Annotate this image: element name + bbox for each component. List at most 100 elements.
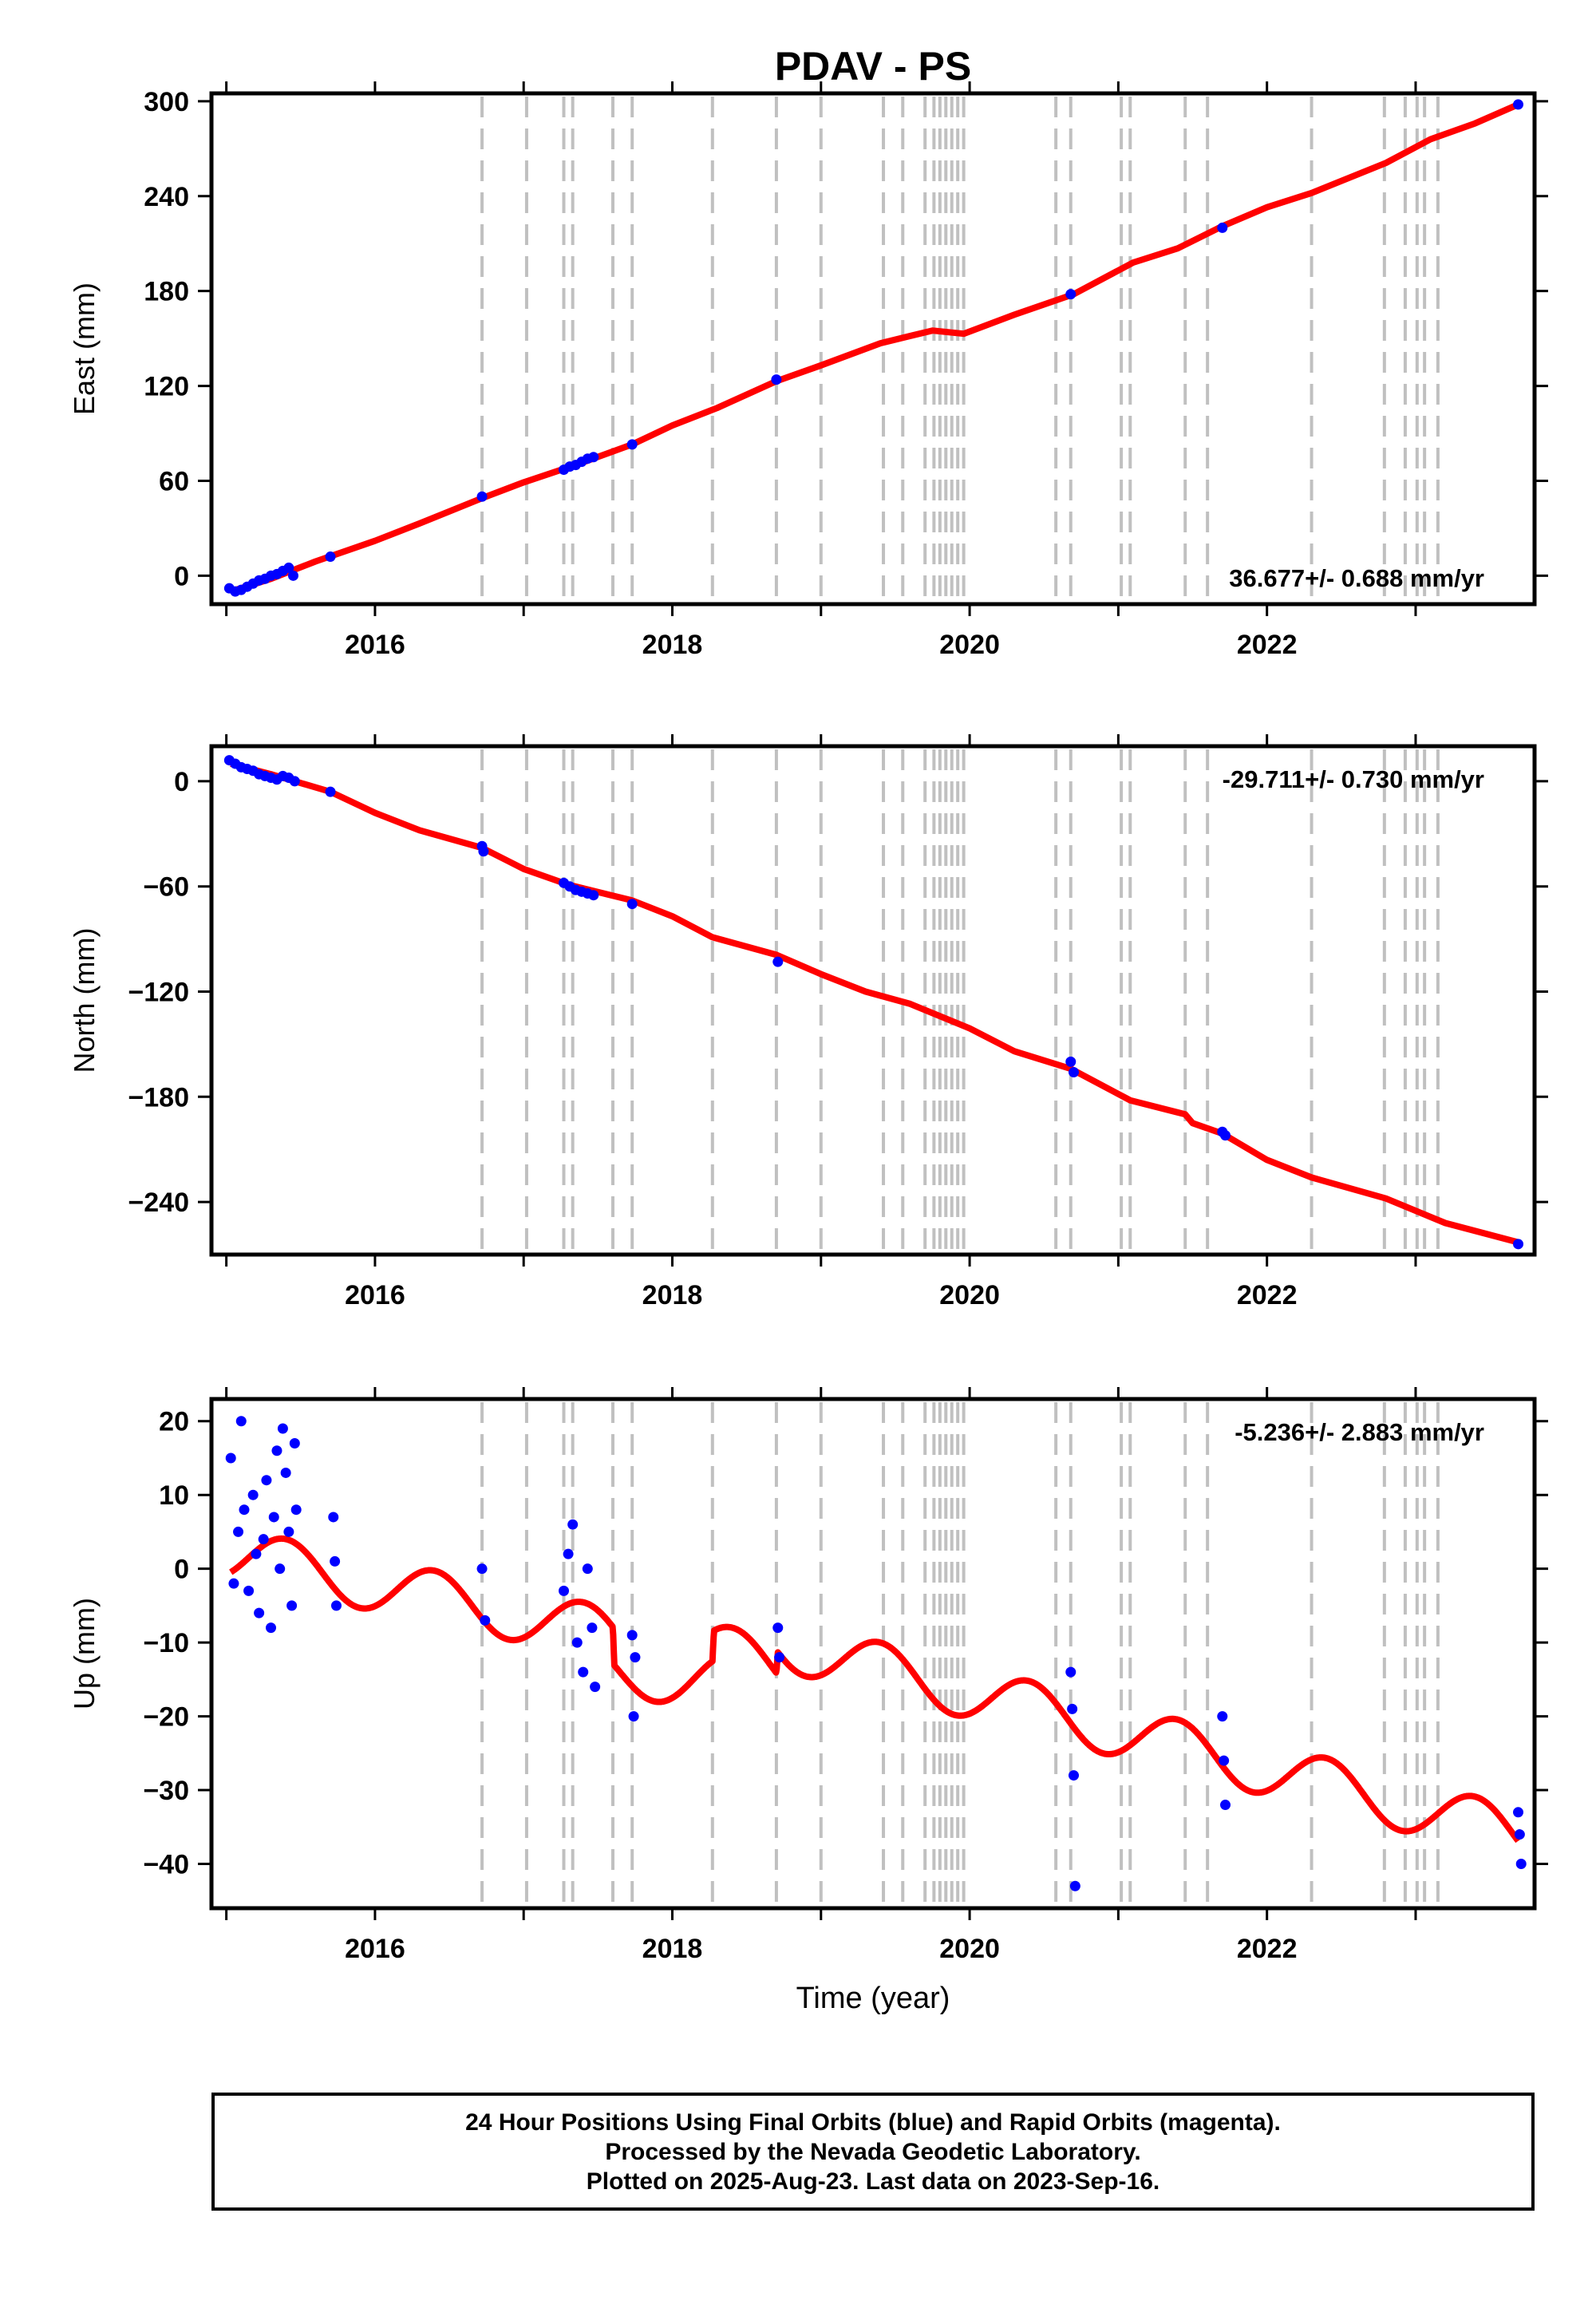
east-point <box>287 570 298 581</box>
east-ytick-label-240: 240 <box>144 182 189 212</box>
north-ytick-label-0: 0 <box>174 767 189 797</box>
east-event-lines <box>480 97 1440 601</box>
north-point <box>772 956 784 967</box>
up-point <box>1068 1770 1079 1781</box>
up-point <box>251 1548 262 1559</box>
up-point <box>286 1600 298 1611</box>
east-point <box>325 551 336 563</box>
up-xtick-label-2020: 2020 <box>939 1934 1000 1964</box>
north-point <box>626 899 638 910</box>
east-frame <box>209 91 1537 607</box>
up-point <box>283 1526 294 1537</box>
up-point <box>628 1711 639 1722</box>
up-point <box>480 1614 491 1626</box>
east-ytick-label-120: 120 <box>144 372 189 402</box>
up-point <box>268 1512 279 1523</box>
up-points <box>225 1416 1527 1891</box>
up-point <box>590 1682 601 1693</box>
up-point <box>1065 1666 1077 1678</box>
north-xtick-label-2018: 2018 <box>642 1280 703 1310</box>
up-point <box>578 1666 589 1678</box>
up-ytick-label-10: 10 <box>159 1480 189 1511</box>
up-point <box>630 1652 641 1663</box>
up-ytick-label-20: 20 <box>159 1407 189 1437</box>
east-point <box>771 374 782 385</box>
up-ytick-label--10: −10 <box>143 1628 189 1658</box>
up-point <box>228 1578 239 1589</box>
up-point <box>559 1585 570 1596</box>
north-point <box>478 846 489 857</box>
north-point <box>325 786 336 797</box>
east-rate-label: 36.677+/- 0.688 mm/yr <box>1229 564 1484 592</box>
north-point <box>1220 1130 1231 1141</box>
east-point <box>1065 289 1077 300</box>
up-point <box>239 1504 250 1516</box>
north-ytick-label--60: −60 <box>143 872 189 903</box>
east-xtick-label-2016: 2016 <box>345 630 405 660</box>
up-ytick-label--40: −40 <box>143 1850 189 1880</box>
caption-box: 24 Hour Positions Using Final Orbits (bl… <box>211 2093 1535 2211</box>
east-fit-line <box>230 101 1520 595</box>
north-point <box>588 890 599 901</box>
north-ytick-label--240: −240 <box>128 1188 189 1218</box>
east-point <box>476 491 488 502</box>
east-ticks: 2016 2018 2020 2022 0 60 120 180 240 300 <box>144 81 1548 660</box>
up-point <box>290 1504 302 1516</box>
north-ytick-label--180: −180 <box>128 1082 189 1113</box>
east-ytick-label-60: 60 <box>159 466 189 496</box>
north-xtick-label-2022: 2022 <box>1237 1280 1298 1310</box>
north-frame <box>209 744 1537 1257</box>
east-ylabel: East (mm) <box>68 283 101 415</box>
north-point <box>1513 1239 1524 1250</box>
up-point <box>1219 1755 1230 1766</box>
up-point <box>626 1630 638 1641</box>
east-point <box>1217 222 1228 233</box>
east-point <box>283 562 294 573</box>
up-point <box>275 1563 286 1575</box>
up-ticks: 2016 2018 2020 2022 20 10 0 −10 −20 −30 −40 <box>143 1387 1548 1964</box>
north-points <box>223 755 1524 1250</box>
north-fit-line <box>230 761 1519 1246</box>
up-point <box>563 1548 574 1559</box>
east-ytick-label-300: 300 <box>144 87 189 117</box>
up-ytick-label-0: 0 <box>174 1555 189 1585</box>
up-point <box>1067 1703 1078 1714</box>
east-points <box>223 99 1524 597</box>
caption-line-1: 24 Hour Positions Using Final Orbits (bl… <box>465 2109 1281 2136</box>
up-point <box>1069 1880 1080 1891</box>
up-point <box>772 1622 784 1634</box>
north-panel: 2016 2018 2020 2022 0 −60 −120 −180 −240 North (… <box>68 734 1548 1310</box>
up-point <box>587 1622 598 1634</box>
north-ylabel: North (mm) <box>68 928 101 1073</box>
up-point <box>330 1555 341 1567</box>
up-point <box>280 1467 291 1478</box>
up-event-lines <box>480 1402 1440 1905</box>
up-ylabel: Up (mm) <box>68 1598 101 1709</box>
east-xtick-label-2018: 2018 <box>642 630 703 660</box>
up-ytick-label--30: −30 <box>143 1776 189 1806</box>
up-point <box>1515 1859 1527 1870</box>
up-xtick-label-2022: 2022 <box>1237 1934 1298 1964</box>
east-point <box>588 452 599 463</box>
north-rate-label: -29.711+/- 0.730 mm/yr <box>1223 765 1484 793</box>
up-point <box>1217 1711 1228 1722</box>
north-xtick-label-2016: 2016 <box>345 1280 405 1310</box>
up-point <box>261 1475 272 1486</box>
up-xtick-label-2018: 2018 <box>642 1934 703 1964</box>
north-point <box>1065 1056 1077 1067</box>
up-point <box>328 1512 339 1523</box>
up-point <box>254 1607 265 1618</box>
east-point <box>1513 99 1524 110</box>
caption-line-2: Processed by the Nevada Geodetic Laborat… <box>605 2138 1141 2165</box>
caption-line-3: Plotted on 2025-Aug-23. Last data on 202… <box>586 2168 1160 2195</box>
up-fit-line <box>228 1535 1521 1844</box>
up-point <box>571 1637 583 1648</box>
up-panel: 2016 2018 2020 2022 20 10 0 −10 −20 −30 −40 Up (mm… <box>68 1387 1548 1964</box>
x-axis-label: Time (year) <box>796 1982 950 2015</box>
north-ytick-label--120: −120 <box>128 978 189 1008</box>
up-point <box>1514 1829 1525 1840</box>
north-point <box>289 776 300 787</box>
east-xtick-label-2020: 2020 <box>939 630 1000 660</box>
up-xtick-label-2016: 2016 <box>345 1934 405 1964</box>
